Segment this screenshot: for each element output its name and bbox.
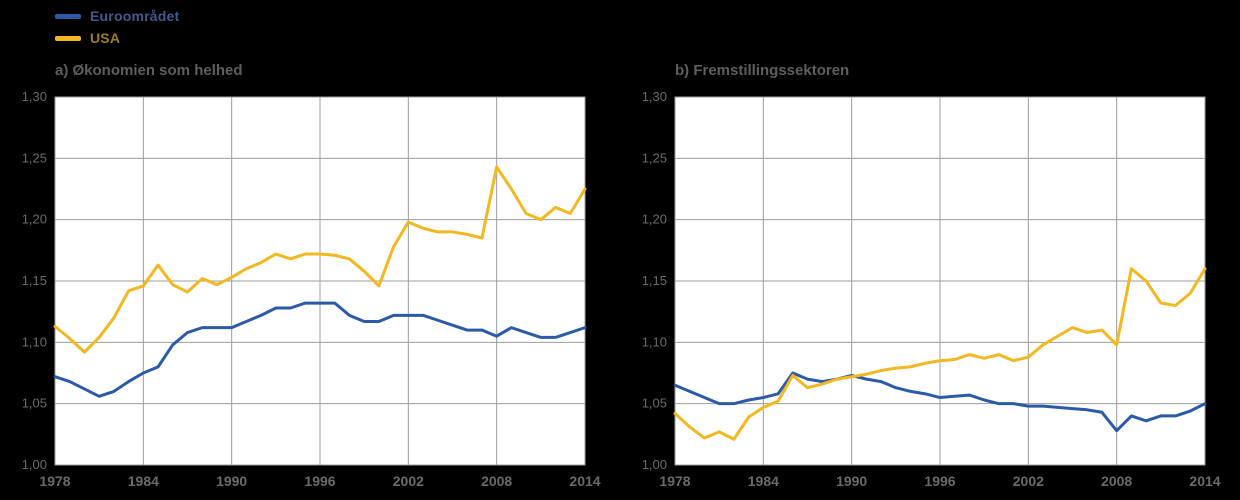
legend-label-euro-area: Euroområdet — [90, 8, 180, 24]
svg-text:1,00: 1,00 — [22, 457, 47, 472]
svg-text:2008: 2008 — [481, 473, 512, 489]
svg-text:1996: 1996 — [924, 473, 955, 489]
chart-b-plot-area: 1,00 1,05 1,10 1,15 1,20 1,25 1,30 1978 1984 1990… — [642, 92, 1221, 489]
chart-a-title: a) Økonomien som helhed — [55, 62, 243, 79]
svg-text:1984: 1984 — [128, 473, 159, 489]
svg-text:1978: 1978 — [659, 473, 690, 489]
chart-a-plot-area: 1,00 1,05 1,10 1,15 1,20 1,25 1,30 1978 1984 1990… — [22, 92, 601, 489]
svg-text:1,20: 1,20 — [642, 212, 667, 227]
svg-text:1,25: 1,25 — [642, 150, 667, 165]
svg-text:1,10: 1,10 — [22, 334, 47, 349]
svg-text:1,30: 1,30 — [642, 92, 667, 104]
svg-text:2008: 2008 — [1101, 473, 1132, 489]
legend-item-usa: USA — [55, 27, 179, 49]
chart-b-title: b) Fremstillingssektoren — [675, 62, 850, 79]
svg-text:1,05: 1,05 — [642, 396, 667, 411]
chart-panel-a: a) Økonomien som helhed 1,00 1,05 1,10 1,15… — [5, 62, 615, 492]
svg-text:1,15: 1,15 — [22, 273, 47, 288]
svg-text:1978: 1978 — [39, 473, 70, 489]
legend-label-usa: USA — [90, 30, 121, 46]
svg-text:1,20: 1,20 — [22, 212, 47, 227]
chart-panel-b: b) Fremstillingssektoren 1,00 1,05 1,10 1,1… — [625, 62, 1235, 492]
svg-text:2002: 2002 — [393, 473, 424, 489]
svg-text:1,05: 1,05 — [22, 396, 47, 411]
svg-text:1,30: 1,30 — [22, 92, 47, 104]
svg-text:1990: 1990 — [216, 473, 247, 489]
svg-text:1990: 1990 — [836, 473, 867, 489]
legend: Euroområdet USA — [55, 5, 179, 49]
svg-text:1,15: 1,15 — [642, 273, 667, 288]
legend-line-swatch-euro-area — [55, 13, 81, 19]
svg-text:1996: 1996 — [304, 473, 335, 489]
svg-text:1,25: 1,25 — [22, 150, 47, 165]
svg-text:2014: 2014 — [569, 473, 600, 489]
svg-text:1984: 1984 — [748, 473, 779, 489]
legend-item-euro-area: Euroområdet — [55, 5, 179, 27]
svg-text:2002: 2002 — [1013, 473, 1044, 489]
legend-line-swatch-usa — [55, 35, 81, 41]
svg-text:1,00: 1,00 — [642, 457, 667, 472]
svg-text:2014: 2014 — [1189, 473, 1220, 489]
svg-text:1,10: 1,10 — [642, 334, 667, 349]
